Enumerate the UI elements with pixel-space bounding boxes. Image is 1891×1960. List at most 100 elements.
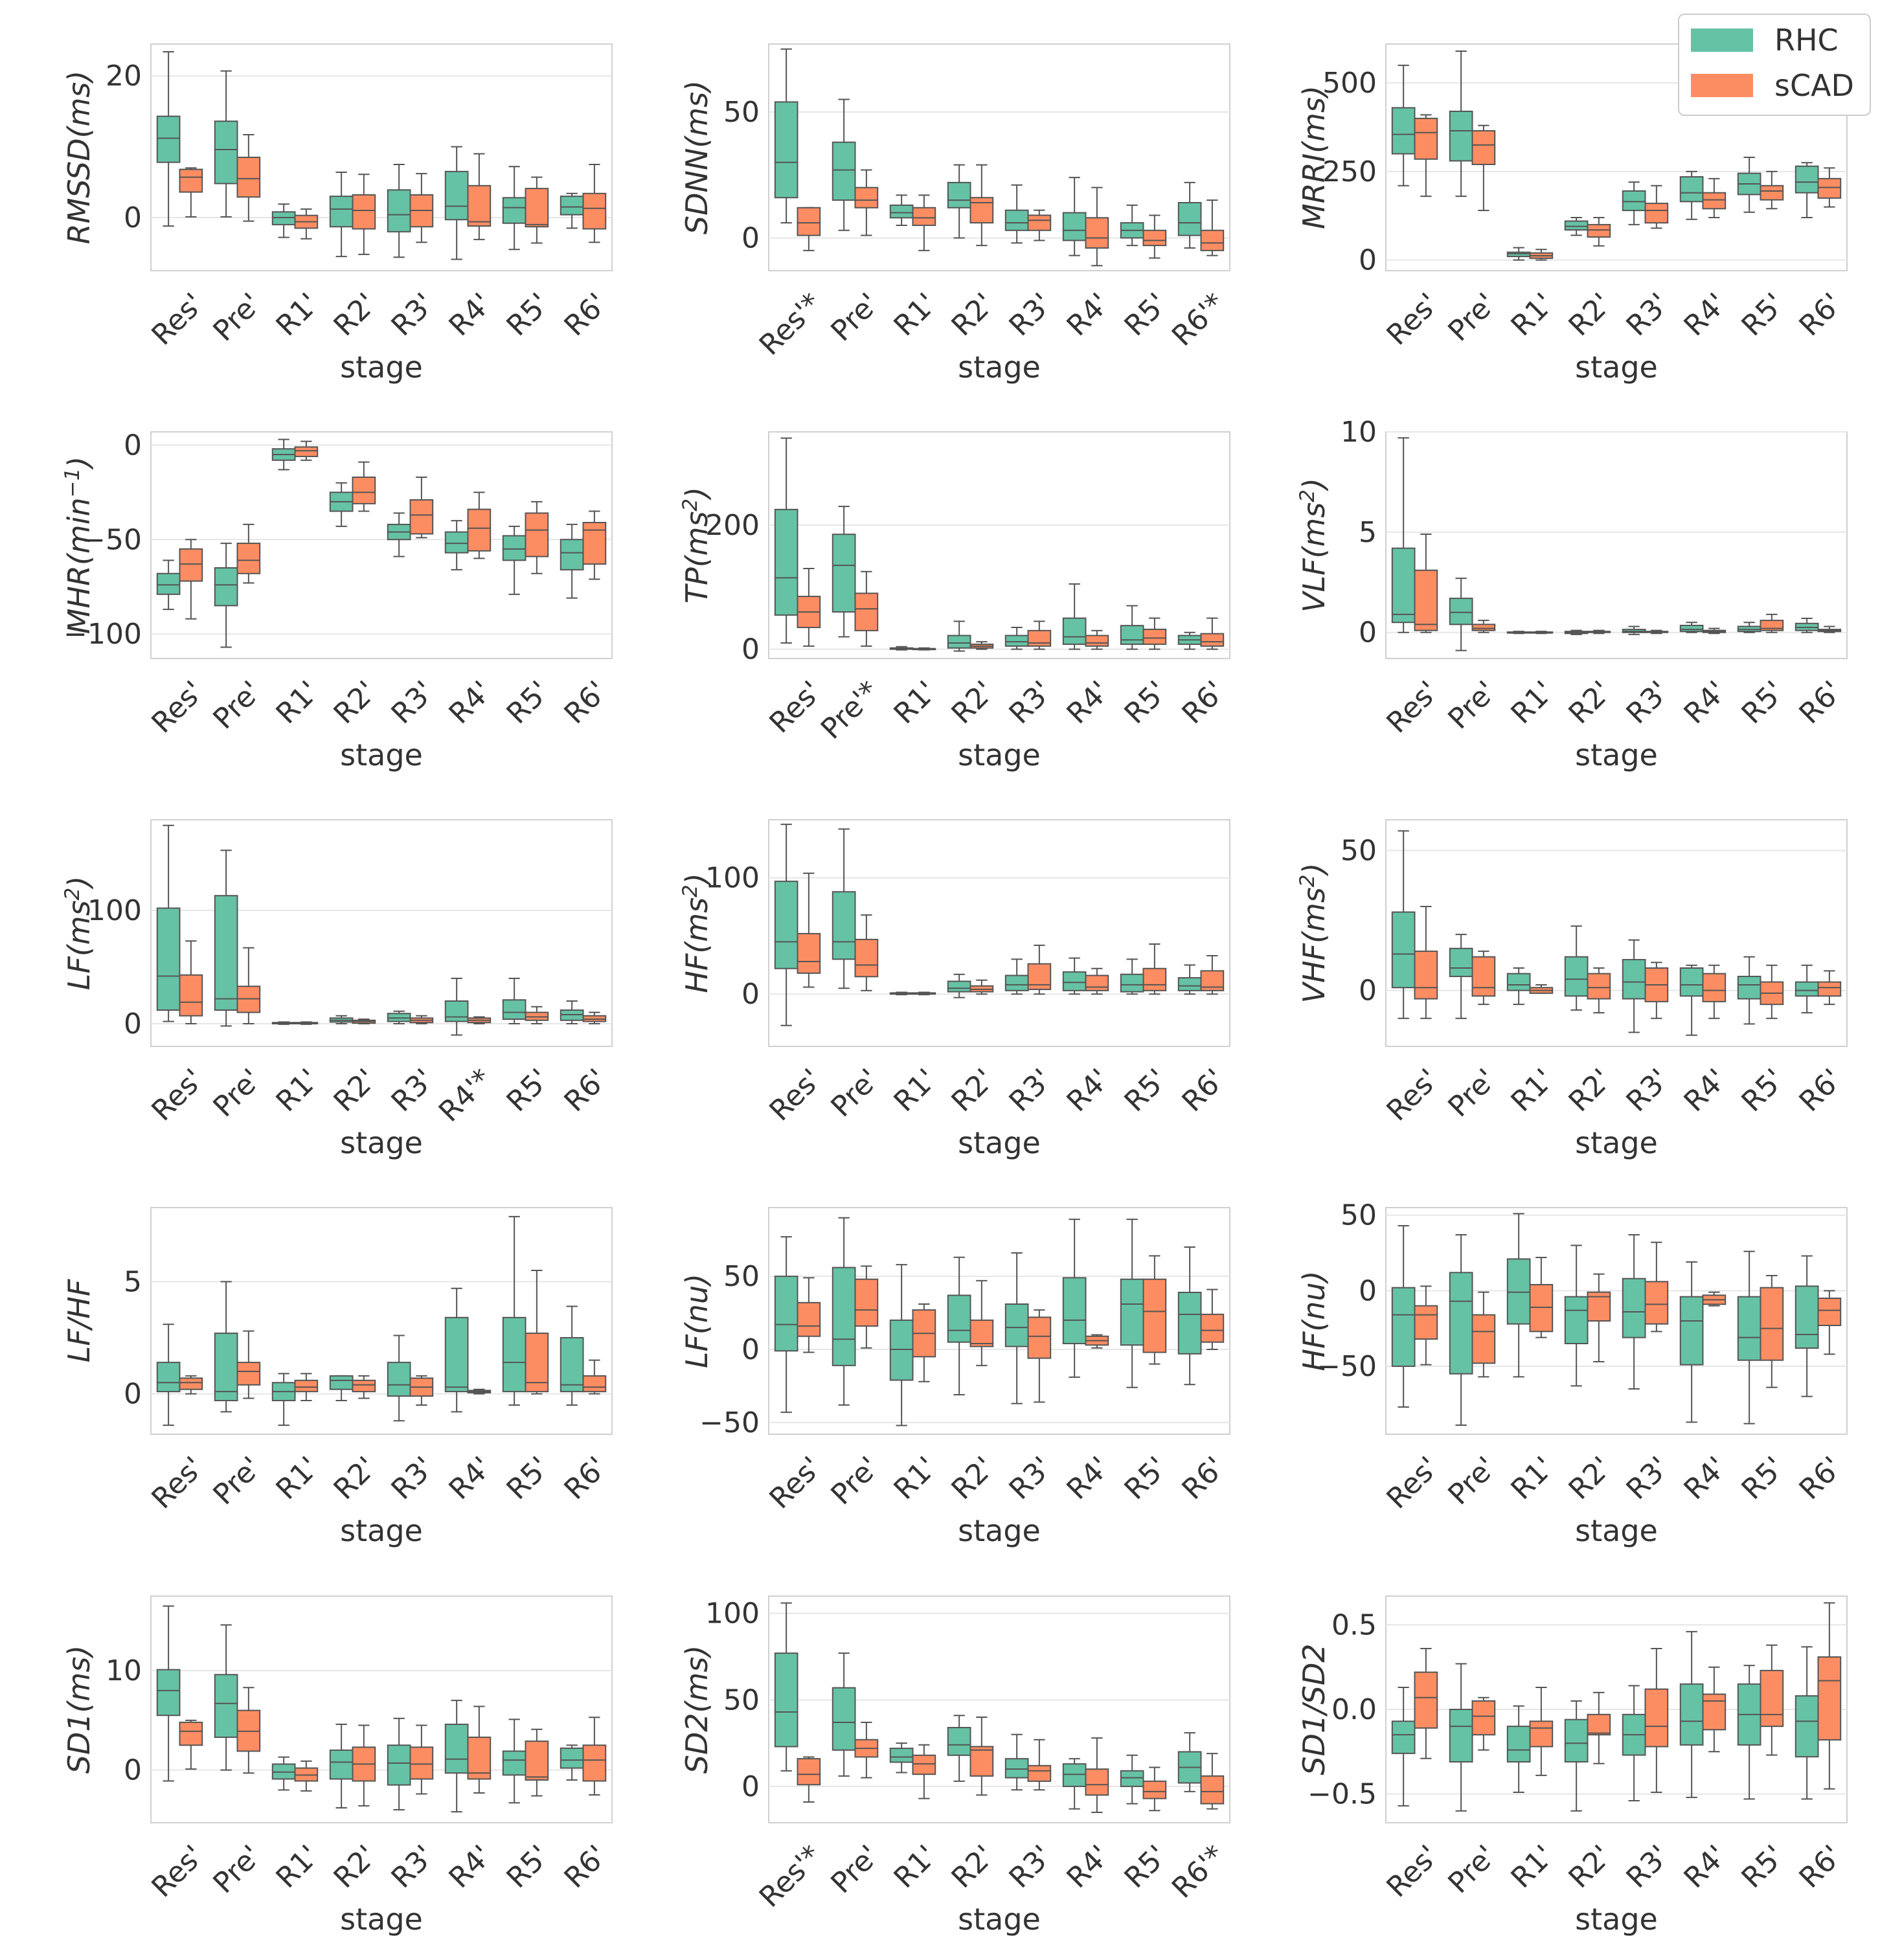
iqr-box xyxy=(1027,629,1052,647)
box-scad-6 xyxy=(525,1728,549,1797)
iqr-box xyxy=(1142,628,1167,645)
box-rhc-6 xyxy=(1120,1219,1144,1388)
box-rhc-5 xyxy=(444,1700,469,1813)
iqr-box xyxy=(832,891,856,960)
box-rhc-6 xyxy=(502,1215,527,1406)
iqr-box xyxy=(560,196,584,216)
box-rhc-7 xyxy=(560,1305,584,1406)
box-rhc-3 xyxy=(947,620,971,652)
box-rhc-5 xyxy=(1679,622,1704,633)
box-rhc-7 xyxy=(1795,964,1819,1014)
box-rhc-0 xyxy=(1391,1225,1416,1408)
iqr-box xyxy=(1414,1671,1438,1729)
box-scad-0 xyxy=(1414,114,1438,197)
iqr-box xyxy=(1062,971,1087,991)
legend-swatch-scad xyxy=(1691,74,1753,97)
box-rhc-0 xyxy=(774,1602,798,1772)
box-scad-2 xyxy=(912,1744,936,1799)
box-scad-2 xyxy=(1529,631,1554,635)
iqr-box xyxy=(1644,1281,1669,1325)
box-scad-3 xyxy=(352,174,376,255)
box-scad-7 xyxy=(582,1011,607,1024)
box-scad-6 xyxy=(525,1270,549,1395)
iqr-box xyxy=(1679,176,1704,203)
x-axis-label: stage xyxy=(340,1125,423,1160)
y-tick-label: 0 xyxy=(124,1378,142,1411)
iqr-box xyxy=(582,192,607,230)
iqr-box xyxy=(947,635,971,649)
iqr-box xyxy=(1449,947,1473,977)
iqr-box xyxy=(1062,1763,1087,1787)
box-scad-4 xyxy=(409,173,434,243)
iqr-box xyxy=(854,1278,879,1327)
iqr-box xyxy=(1449,598,1473,625)
iqr-box xyxy=(774,881,798,969)
plot-area xyxy=(1385,819,1848,1047)
iqr-box xyxy=(156,1362,181,1393)
box-scad-5 xyxy=(467,491,492,559)
iqr-box xyxy=(1120,1770,1144,1787)
box-scad-4 xyxy=(1644,1241,1669,1333)
iqr-box xyxy=(1391,911,1416,989)
y-label-base: MHR(min xyxy=(62,497,96,634)
iqr-box xyxy=(854,938,879,978)
iqr-box xyxy=(179,548,203,582)
y-axis-label: VHF(ms2) xyxy=(1296,863,1331,1004)
iqr-box xyxy=(854,592,879,631)
box-scad-5 xyxy=(1085,186,1109,267)
box-scad-6 xyxy=(525,1006,549,1024)
box-scad-7 xyxy=(1200,1753,1225,1810)
iqr-box xyxy=(1414,569,1438,631)
iqr-box xyxy=(1817,177,1842,199)
box-rhc-3 xyxy=(947,1715,971,1782)
iqr-box xyxy=(525,188,549,228)
box-rhc-1 xyxy=(1449,934,1473,1019)
iqr-box xyxy=(1471,130,1496,165)
iqr-box xyxy=(1702,1693,1727,1731)
iqr-box xyxy=(1506,251,1531,258)
box-rhc-0 xyxy=(774,437,798,644)
box-scad-6 xyxy=(1142,1766,1167,1812)
box-scad-1 xyxy=(1471,124,1496,212)
iqr-box xyxy=(294,446,319,457)
y-label-base: LF(nu) xyxy=(679,1274,714,1368)
iqr-box xyxy=(1644,203,1669,224)
iqr-box xyxy=(156,115,181,163)
box-scad-4 xyxy=(409,1724,434,1795)
iqr-box xyxy=(156,572,181,595)
y-tick-label: −50 xyxy=(82,523,142,556)
iqr-box xyxy=(1679,1296,1704,1366)
iqr-box xyxy=(797,932,821,974)
iqr-box xyxy=(1414,1305,1438,1340)
y-tick-label: −0.5 xyxy=(1308,1778,1377,1811)
box-rhc-7 xyxy=(560,1000,584,1024)
box-rhc-7 xyxy=(1177,181,1202,249)
box-scad-3 xyxy=(969,641,994,650)
iqr-box xyxy=(1817,981,1842,997)
iqr-box xyxy=(1004,1758,1029,1779)
iqr-box xyxy=(1027,1316,1052,1359)
box-scad-3 xyxy=(1587,967,1611,1014)
x-axis-label: stage xyxy=(340,738,423,772)
box-rhc-2 xyxy=(1506,967,1531,1006)
iqr-box xyxy=(1414,117,1438,160)
iqr-box xyxy=(1564,1296,1589,1344)
y-tick-label: 0 xyxy=(742,221,760,254)
iqr-box xyxy=(1529,1284,1554,1333)
box-rhc-4 xyxy=(387,163,411,258)
box-scad-4 xyxy=(1644,1647,1669,1793)
iqr-box xyxy=(214,1674,238,1738)
y-tick-label: 0 xyxy=(124,1754,142,1787)
box-rhc-0 xyxy=(774,48,798,224)
y-tick-label: 500 xyxy=(1322,67,1377,100)
iqr-box xyxy=(969,1746,994,1777)
box-scad-0 xyxy=(179,167,203,218)
y-tick-label: 0 xyxy=(124,429,142,462)
box-scad-6 xyxy=(1142,214,1167,259)
y-tick-label: 0 xyxy=(742,1333,760,1366)
box-scad-3 xyxy=(1587,1691,1611,1764)
y-label-base: RMSSD(ms) xyxy=(62,71,96,245)
iqr-box xyxy=(525,1333,549,1393)
y-tick-label: 50 xyxy=(723,1684,760,1717)
iqr-box xyxy=(502,197,527,224)
